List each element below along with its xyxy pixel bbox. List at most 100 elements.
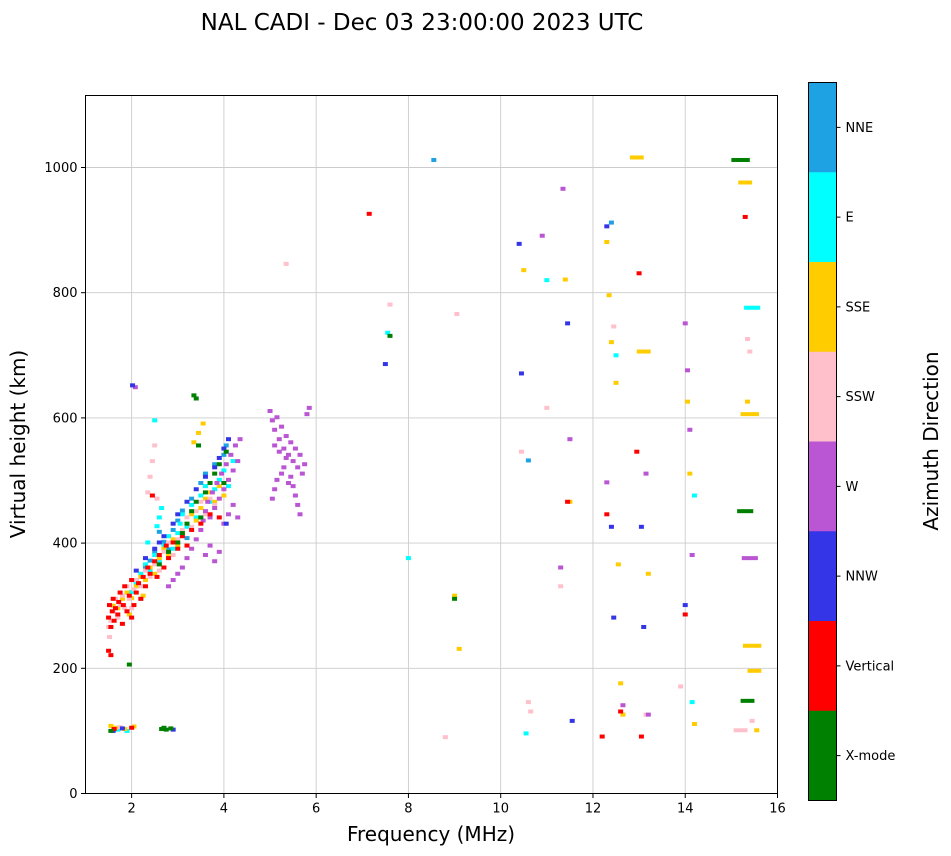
- scatter-point: [198, 527, 204, 532]
- scatter-point: [152, 562, 158, 567]
- scatter-point: [228, 452, 234, 457]
- colorbar-segment-ssw: [808, 351, 837, 442]
- scatter-point: [198, 515, 204, 520]
- x-tick-label: 8: [404, 802, 412, 817]
- y-tick-label: 400: [53, 537, 78, 552]
- scatter-point: [119, 621, 125, 626]
- scatter-point: [682, 603, 688, 608]
- scatter-point: [184, 543, 190, 548]
- scatter-point: [237, 437, 243, 442]
- scatter-point: [149, 459, 155, 464]
- scatter-point: [117, 590, 123, 595]
- scatter-point: [106, 634, 112, 639]
- scatter-point: [170, 552, 176, 557]
- scatter-point: [152, 552, 158, 557]
- scatter-point: [745, 399, 751, 404]
- scatter-point: [163, 727, 169, 732]
- scatter-point: [276, 437, 282, 442]
- scatter-point: [629, 155, 644, 160]
- scatter-point: [152, 418, 158, 423]
- scatter-point: [184, 536, 190, 541]
- scatter-point: [281, 446, 287, 451]
- scatter-point: [179, 527, 185, 532]
- scatter-point: [175, 571, 181, 576]
- scatter-point: [523, 731, 529, 736]
- scatter-point: [122, 584, 128, 589]
- scatter-point: [202, 474, 208, 479]
- scatter-point: [221, 487, 227, 492]
- scatter-point: [219, 471, 225, 476]
- scatter-point: [279, 424, 285, 429]
- scatter-point: [147, 474, 153, 479]
- grid-lines: [85, 95, 778, 794]
- scatter-point: [290, 484, 296, 489]
- scatter-point: [200, 421, 206, 426]
- scatter-point: [161, 534, 167, 539]
- scatter-point: [207, 512, 213, 517]
- x-tick-label: 12: [585, 802, 602, 817]
- scatter-point: [205, 499, 211, 504]
- scatter-point: [562, 277, 568, 282]
- scatter-point: [142, 578, 148, 583]
- scatter-point: [214, 480, 220, 485]
- scatter-point: [634, 449, 640, 454]
- scatter-point: [641, 624, 647, 629]
- colorbar-tick-label: Vertical: [846, 659, 895, 674]
- scatter-point: [733, 728, 748, 733]
- scatter-point: [682, 321, 688, 326]
- scatter-point: [544, 278, 550, 283]
- scatter-point: [129, 589, 135, 594]
- scatter-point: [226, 477, 232, 482]
- scatter-point: [747, 349, 753, 354]
- scatter-point: [111, 727, 117, 732]
- scatter-point: [126, 612, 132, 617]
- scatter-point: [120, 603, 126, 608]
- scatter-point: [108, 624, 114, 629]
- scatter-point: [129, 615, 135, 620]
- scatter-point: [691, 493, 697, 498]
- scatter-point: [207, 480, 213, 485]
- scatter-point: [166, 534, 172, 539]
- scatter-point: [170, 527, 176, 532]
- colorbar-tick-label: W: [846, 480, 859, 495]
- scatter-point: [431, 157, 437, 162]
- scatter-point: [682, 612, 688, 617]
- scatter-point: [521, 268, 527, 273]
- scatter-point: [230, 502, 236, 507]
- scatter-point: [126, 662, 132, 667]
- scatter-point: [269, 418, 275, 423]
- scatter-point: [175, 540, 181, 545]
- x-tick-label: 6: [312, 802, 320, 817]
- scatter-point: [202, 496, 208, 501]
- scatter-point: [620, 703, 626, 708]
- scatter-point: [235, 515, 241, 520]
- scatter-point: [145, 490, 151, 495]
- scatter-point: [292, 493, 298, 498]
- scatter-point: [452, 593, 458, 598]
- scatter-point: [129, 578, 135, 583]
- scatter-point: [212, 506, 218, 511]
- scatter-point: [142, 556, 148, 561]
- scatter-point: [140, 574, 146, 579]
- scatter-point: [285, 480, 291, 485]
- scatter-point: [142, 568, 148, 573]
- scatter-point: [565, 321, 571, 326]
- scatter-point: [152, 571, 158, 576]
- scatter-point: [636, 271, 642, 276]
- scatter-point: [175, 543, 181, 548]
- scatter-point: [544, 405, 550, 410]
- scatter-point: [189, 546, 195, 551]
- scatter-point: [202, 509, 208, 514]
- scatter-point: [272, 487, 278, 492]
- y-tick-label: 1000: [44, 161, 77, 176]
- scatter-point: [604, 480, 610, 485]
- scatter-point: [124, 590, 130, 595]
- scatter-point: [147, 574, 153, 579]
- scatter-point: [161, 549, 167, 554]
- scatter-point: [223, 462, 229, 467]
- scatter-point: [221, 468, 227, 473]
- scatter-point: [152, 443, 158, 448]
- scatter-point: [221, 446, 227, 451]
- scatter-point: [117, 603, 123, 608]
